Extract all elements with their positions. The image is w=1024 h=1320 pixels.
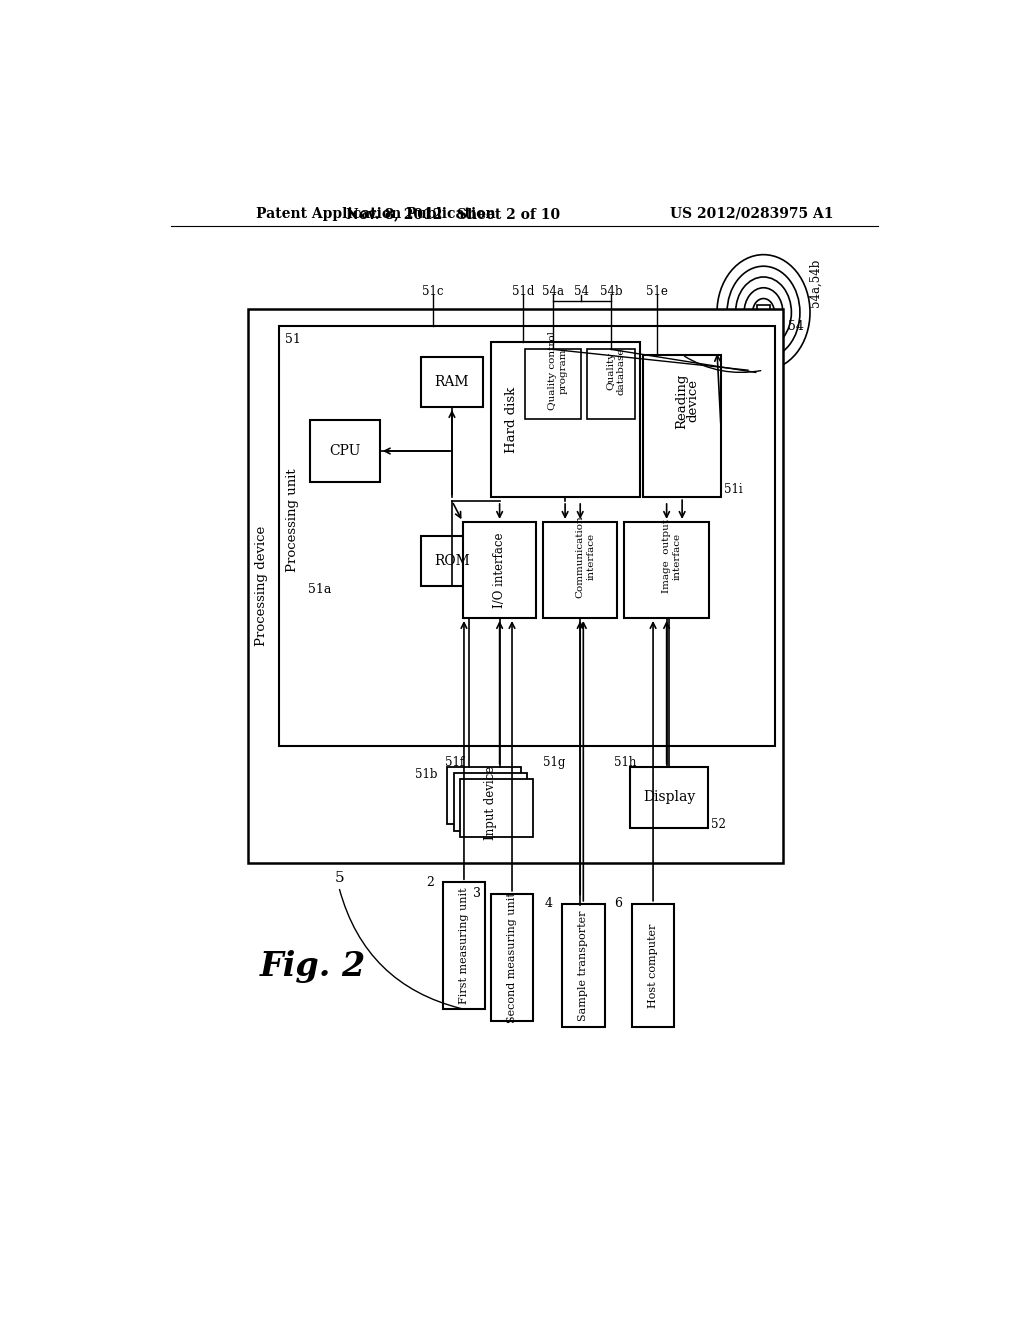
Bar — [310, 420, 380, 482]
Bar — [421, 358, 483, 407]
Text: RAM: RAM — [435, 375, 469, 389]
Text: Processing device: Processing device — [255, 525, 268, 645]
Text: device: device — [686, 379, 699, 422]
Text: 54b: 54b — [599, 285, 623, 298]
Text: Processing unit: Processing unit — [286, 469, 299, 572]
Text: 2: 2 — [426, 875, 434, 888]
Text: Quality: Quality — [606, 352, 615, 389]
Text: 54a: 54a — [542, 285, 563, 298]
Text: I/O interface: I/O interface — [494, 532, 506, 607]
Bar — [447, 767, 521, 825]
Bar — [587, 350, 635, 418]
Text: interface: interface — [587, 533, 596, 579]
Bar — [463, 521, 537, 618]
Bar — [421, 536, 483, 586]
Text: Communication: Communication — [575, 515, 585, 598]
Text: 51d: 51d — [512, 285, 535, 298]
Text: 51: 51 — [285, 333, 300, 346]
Bar — [632, 904, 675, 1027]
Bar — [544, 521, 617, 618]
Bar — [490, 894, 534, 1020]
Text: 4: 4 — [544, 898, 552, 911]
Text: Input device: Input device — [483, 766, 497, 841]
Text: US 2012/0283975 A1: US 2012/0283975 A1 — [671, 207, 834, 220]
Text: Patent Application Publication: Patent Application Publication — [256, 207, 496, 220]
Text: 51c: 51c — [422, 285, 443, 298]
Text: interface: interface — [673, 533, 682, 579]
Text: ROM: ROM — [434, 553, 470, 568]
Text: database: database — [616, 347, 626, 395]
Text: Image  output: Image output — [663, 520, 671, 594]
Bar — [624, 521, 710, 618]
Text: 54: 54 — [573, 285, 589, 298]
Bar — [280, 326, 775, 746]
Text: 5: 5 — [335, 871, 344, 886]
Bar — [490, 342, 640, 498]
Text: 51e: 51e — [646, 285, 669, 298]
Bar — [442, 882, 485, 1010]
Text: Nov. 8, 2012   Sheet 2 of 10: Nov. 8, 2012 Sheet 2 of 10 — [346, 207, 560, 220]
Text: 51f: 51f — [445, 755, 465, 768]
Text: program: program — [558, 348, 567, 393]
Text: Quality control: Quality control — [548, 331, 557, 411]
Text: 6: 6 — [614, 898, 622, 911]
Text: Sample transporter: Sample transporter — [579, 909, 589, 1020]
Text: 51b: 51b — [415, 768, 437, 781]
Bar — [460, 779, 534, 837]
Text: 54a,54b: 54a,54b — [809, 259, 821, 308]
Text: Fig. 2: Fig. 2 — [260, 950, 366, 983]
Text: Reading: Reading — [676, 374, 688, 429]
Bar — [630, 767, 708, 829]
Bar — [643, 355, 721, 498]
Bar — [524, 350, 581, 418]
Text: 3: 3 — [473, 887, 481, 900]
Bar — [454, 774, 527, 830]
Text: 51i: 51i — [724, 483, 742, 496]
Bar — [562, 904, 604, 1027]
Text: 51g: 51g — [543, 755, 565, 768]
Text: 51a: 51a — [308, 583, 331, 597]
Text: CPU: CPU — [330, 444, 360, 458]
Text: Display: Display — [643, 791, 695, 804]
Bar — [248, 309, 783, 863]
Text: Hard disk: Hard disk — [505, 387, 518, 453]
Text: 52: 52 — [711, 818, 726, 832]
Text: First measuring unit: First measuring unit — [459, 887, 469, 1005]
Bar — [757, 305, 770, 319]
Text: 54: 54 — [788, 319, 804, 333]
Text: 51h: 51h — [614, 755, 637, 768]
Text: Host computer: Host computer — [648, 923, 658, 1007]
Text: Second measuring unit: Second measuring unit — [507, 892, 517, 1023]
